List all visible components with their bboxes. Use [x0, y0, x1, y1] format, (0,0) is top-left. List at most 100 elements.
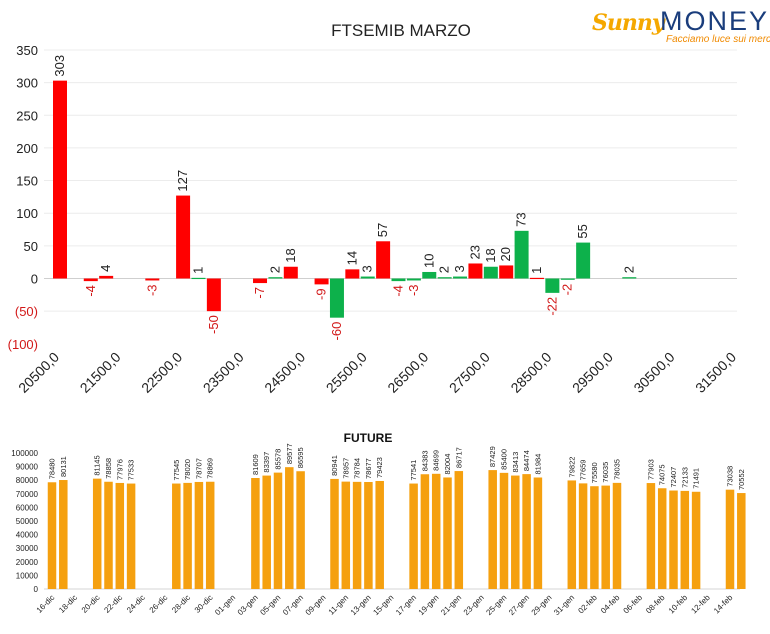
x-tick-label: 26500,0 [384, 349, 431, 396]
data-label: 10 [421, 254, 436, 268]
x-tick-label: 31500,0 [692, 349, 739, 396]
data-label: 4 [98, 265, 113, 272]
bar [285, 467, 294, 589]
bar [601, 485, 610, 589]
bar [578, 483, 588, 589]
x-tick-label: 28500,0 [507, 349, 554, 396]
bar [99, 275, 114, 279]
y-tick-label: 70000 [16, 490, 39, 499]
data-label: 1 [529, 267, 544, 274]
data-label: 78020 [183, 459, 192, 480]
y-tick-label: 80000 [16, 476, 39, 485]
bar [483, 266, 498, 279]
y-tick-label: 300 [16, 76, 38, 91]
bar [283, 266, 298, 279]
bar [53, 80, 67, 279]
data-label: 77545 [172, 460, 181, 481]
data-label: 76035 [601, 462, 610, 483]
data-label: 78858 [104, 458, 113, 479]
data-label: 2 [437, 266, 452, 273]
bar [612, 482, 622, 589]
bar [657, 488, 667, 589]
bar [437, 277, 452, 279]
y-tick-label: 50 [24, 239, 38, 254]
y-tick-label: 90000 [16, 463, 39, 472]
data-label: 86717 [454, 447, 463, 468]
data-label: 81609 [251, 454, 260, 475]
x-tick-label: 29500,0 [569, 349, 616, 396]
data-label: 84383 [420, 450, 429, 471]
x-tick-label: 22500,0 [138, 349, 185, 396]
data-label: 78784 [353, 458, 362, 479]
data-label: 2 [267, 266, 282, 273]
data-label: 77903 [646, 459, 655, 480]
data-label: 1 [190, 267, 205, 274]
x-tick-label: 27-gen [507, 593, 531, 617]
bar [443, 477, 452, 589]
data-label: 77533 [127, 460, 136, 481]
x-tick-label: 11-gen [327, 593, 351, 617]
bar [296, 471, 305, 589]
bar [191, 277, 206, 280]
bar [329, 278, 344, 318]
x-tick-label: 08-feb [644, 593, 667, 616]
x-tick-label: 19-gen [417, 593, 441, 617]
bar [499, 265, 514, 279]
data-label: 55 [575, 224, 590, 238]
bar [576, 242, 591, 279]
data-label: 72133 [680, 467, 689, 488]
x-tick-label: 24500,0 [261, 349, 308, 396]
bar [431, 473, 441, 589]
data-label: 303 [52, 55, 67, 77]
y-tick-label: 20000 [16, 558, 39, 567]
bar [262, 475, 271, 589]
logo-brand-first: Sunny [592, 10, 665, 36]
bar [511, 475, 520, 589]
data-label: 2 [621, 266, 636, 273]
y-tick-label: 60000 [16, 503, 39, 512]
x-tick-label: 20500,0 [15, 349, 62, 396]
data-label: 70552 [737, 469, 746, 490]
data-label: 81145 [93, 455, 102, 475]
data-label: -22 [544, 297, 559, 316]
data-label: 18 [483, 248, 498, 262]
bar [409, 483, 418, 589]
bar [406, 278, 421, 281]
data-label: 74075 [658, 464, 667, 485]
data-label: 80131 [59, 456, 68, 477]
bar [145, 278, 160, 281]
bar [533, 477, 543, 589]
bar [253, 278, 268, 284]
data-label: 57 [375, 223, 390, 237]
x-tick-label: 26-dic [148, 593, 170, 615]
bar [454, 471, 464, 589]
data-label: 77659 [579, 460, 588, 481]
x-tick-label: 01-gen [213, 593, 237, 617]
y-tick-label: 100 [16, 206, 38, 221]
data-label: -3 [406, 284, 421, 296]
y-tick-label: 30000 [16, 544, 39, 553]
x-tick-label: 02-feb [576, 593, 599, 616]
data-label: 85578 [274, 449, 283, 470]
x-tick-label: 20-dic [80, 593, 102, 615]
y-tick-label: 350 [16, 43, 38, 58]
x-tick-label: 05-gen [258, 593, 282, 617]
bar [341, 481, 351, 589]
x-tick-label: 27500,0 [446, 349, 493, 396]
data-label: -9 [314, 288, 329, 300]
y-tick-label: 40000 [16, 531, 39, 540]
x-tick-label: 23500,0 [200, 349, 247, 396]
x-tick-label: 12-feb [689, 593, 712, 616]
data-label: 84699 [432, 450, 441, 471]
future-title: FUTURE [344, 431, 393, 445]
bar [590, 486, 599, 589]
y-tick-label: 100000 [11, 449, 38, 458]
x-tick-label: 06-feb [622, 593, 645, 616]
bar [176, 195, 191, 279]
data-label: 83413 [511, 452, 520, 473]
data-label: 78957 [341, 458, 350, 479]
data-label: 78035 [613, 459, 622, 480]
x-tick-label: 22-dic [102, 593, 124, 615]
bar [499, 472, 509, 589]
x-tick-label: 30-dic [193, 593, 215, 615]
